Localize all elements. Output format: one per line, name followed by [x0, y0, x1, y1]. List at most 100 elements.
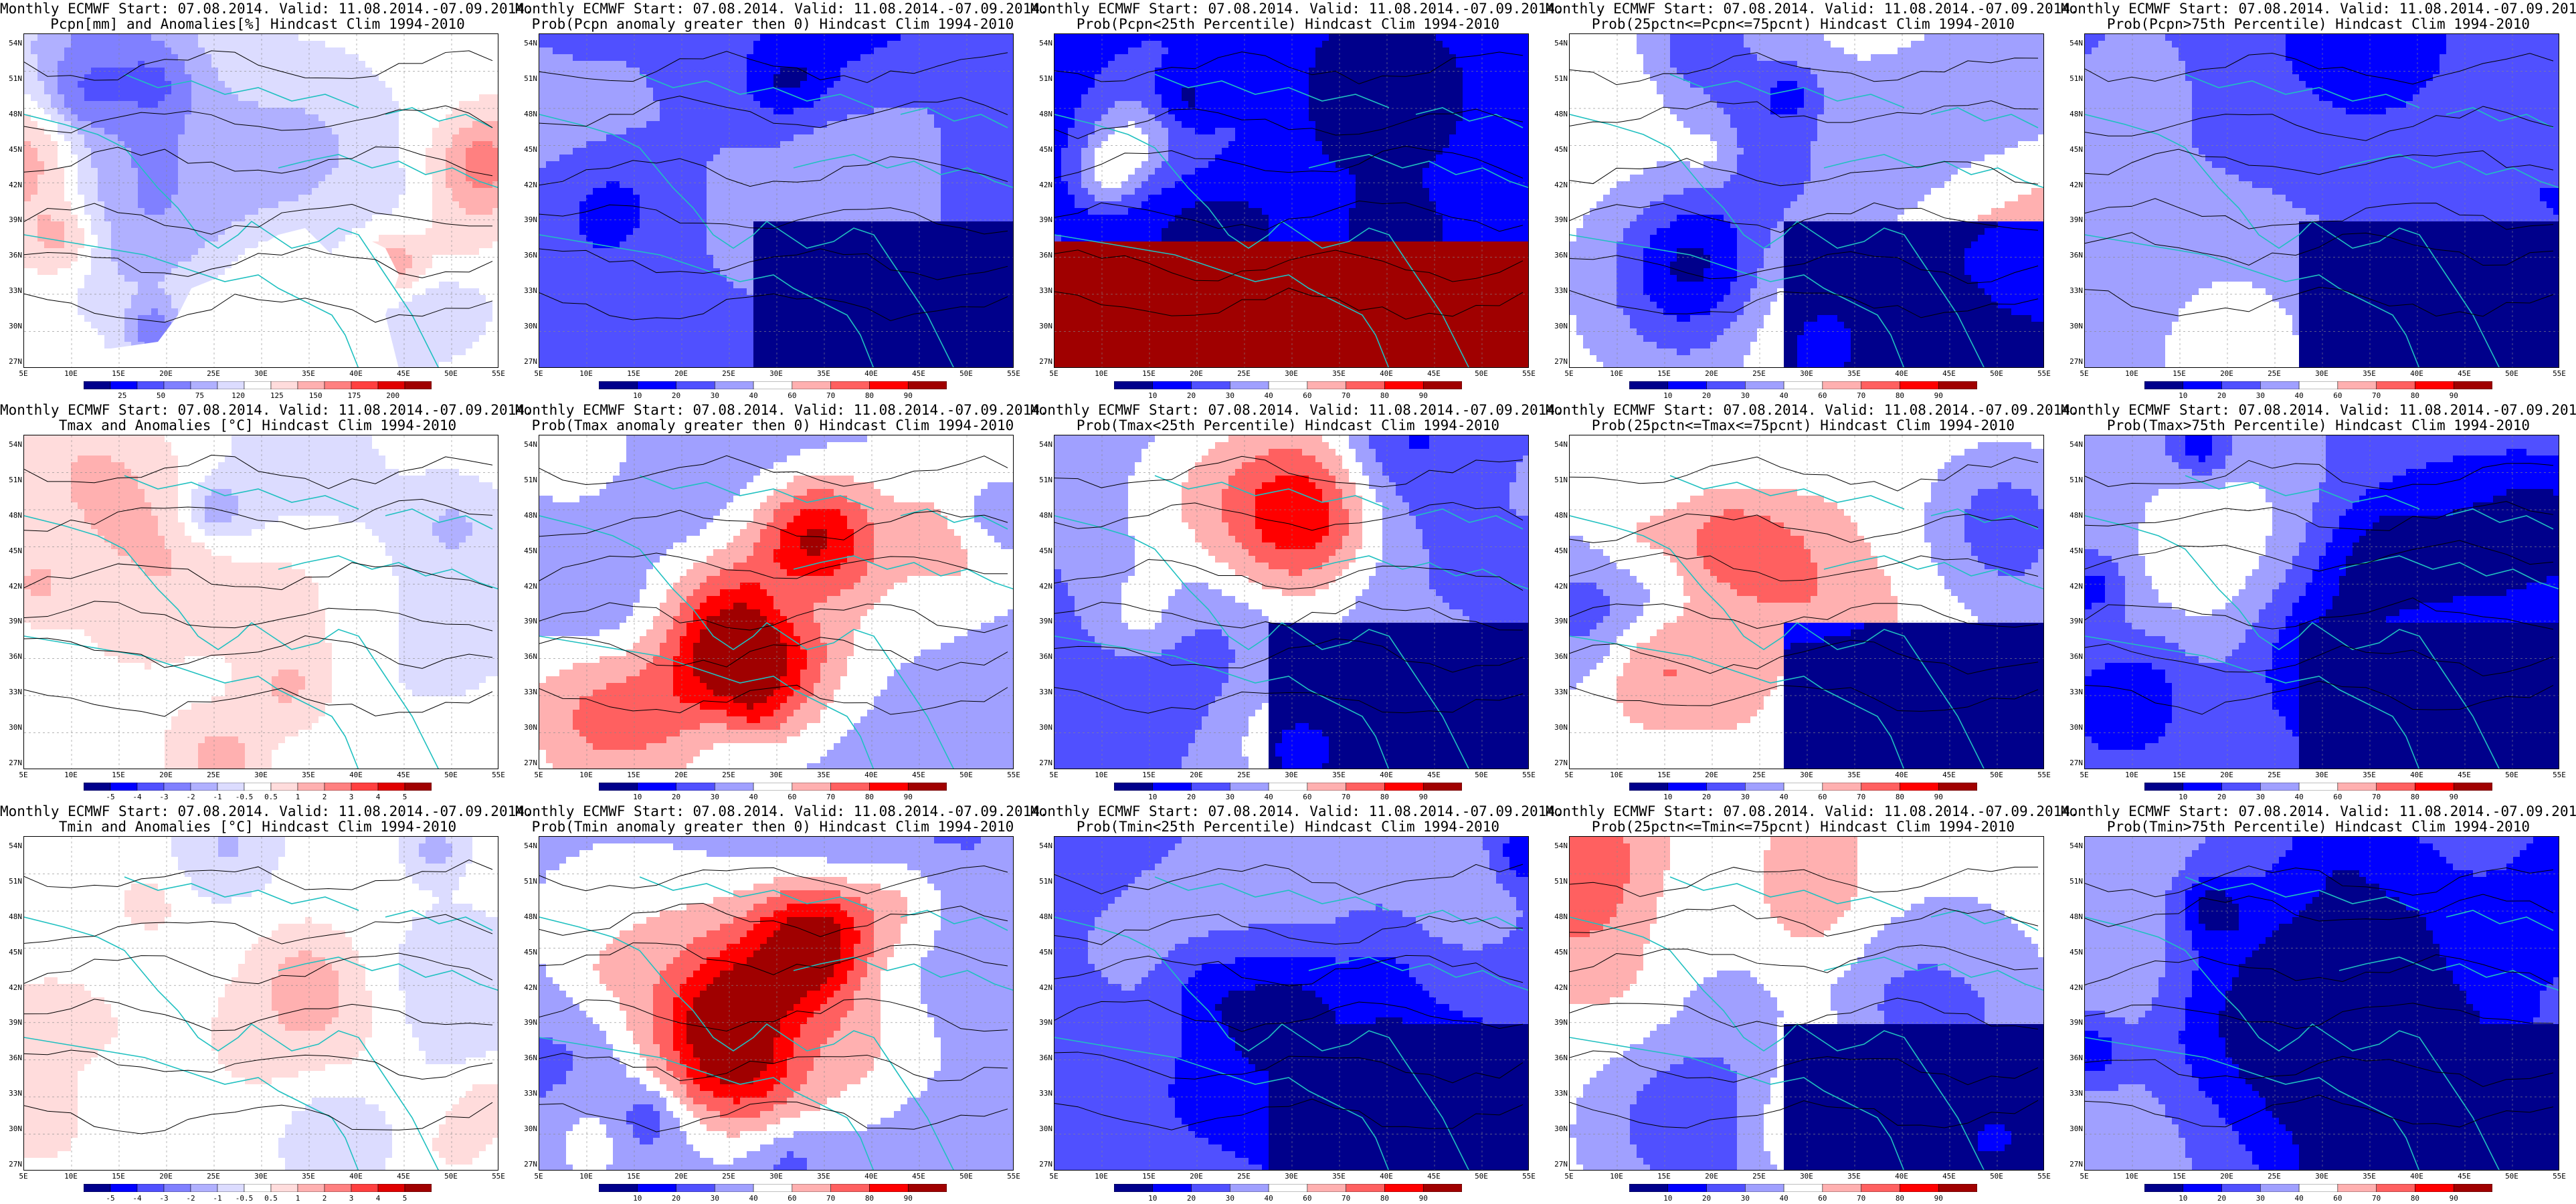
longitude-label: 20E [156, 771, 176, 779]
latitude-label: 54N [1031, 440, 1052, 449]
longitude-label: 55E [2034, 1172, 2054, 1181]
contour-line [539, 96, 1008, 128]
colorbar-swatch [907, 381, 947, 389]
colorbar-swatch [270, 1184, 298, 1192]
longitude-label: 10E [2122, 771, 2142, 779]
contour-line [1054, 249, 1524, 282]
latitude-label: 51N [1546, 476, 1568, 484]
longitude-label: 45E [393, 771, 413, 779]
latitude-label: 33N [516, 286, 537, 295]
contour-line [1570, 1050, 2039, 1086]
coastline [1570, 234, 1905, 367]
contour-line [2085, 597, 2554, 630]
longitude-label: 15E [1139, 1172, 1159, 1181]
colorbar-swatch [599, 1184, 638, 1192]
colorbar [599, 381, 947, 389]
colorbar-tick-label: 90 [1413, 1194, 1433, 1203]
colorbar-swatch [297, 381, 325, 389]
colorbar-tick-label: 30 [2250, 1194, 2270, 1203]
colorbar-swatch [2298, 381, 2338, 389]
longitude-label: 5E [1559, 369, 1579, 378]
coastline [2185, 475, 2420, 510]
colorbar-tick-label: 30 [705, 1194, 725, 1203]
panel-title-line2: Tmin and Anomalies [°C] Hindcast Clim 19… [0, 819, 515, 835]
contour-line [1054, 864, 1524, 895]
colorbar-tick-label: 40 [1774, 1194, 1794, 1203]
colorbar-swatch [1191, 783, 1230, 791]
longitude-label: 15E [108, 1172, 128, 1181]
colorbar-tick-label: 120 [228, 391, 248, 400]
longitude-label: 50E [956, 1172, 976, 1181]
colorbar-tick-label: 10 [1143, 391, 1163, 400]
longitude-label: 25E [719, 1172, 739, 1181]
latitude-label: 42N [516, 983, 537, 992]
longitude-label: 30E [251, 369, 271, 378]
longitude-label: 20E [156, 369, 176, 378]
contour-line [2085, 680, 2554, 715]
latitude-label: 45N [1546, 948, 1568, 957]
colorbar-swatch [1629, 783, 1669, 791]
colorbar-swatch [377, 381, 405, 389]
longitude-label: 15E [1654, 1172, 1674, 1181]
latitude-label: 33N [1, 286, 22, 295]
map-plot [1569, 33, 2044, 368]
colorbar-swatch [1307, 783, 1346, 791]
latitude-label: 45N [1031, 546, 1052, 555]
map-panel: Monthly ECMWF Start: 07.08.2014. Valid: … [1030, 803, 1564, 1204]
colorbar-tick-label: -4 [127, 1194, 147, 1203]
panel-title-line2: Prob(Tmax<25th Percentile) Hindcast Clim… [1030, 418, 1546, 433]
colorbar-tick-label: 200 [383, 391, 403, 400]
colorbar-swatch [404, 1184, 432, 1192]
latitude-label: 36N [2061, 652, 2083, 661]
colorbar-swatch [163, 381, 191, 389]
longitude-label: 15E [1139, 771, 1159, 779]
longitude-label: 40E [346, 369, 366, 378]
panel-title-line2: Prob(Tmax>75th Percentile) Hindcast Clim… [2061, 418, 2576, 433]
colorbar-swatch [1268, 381, 1308, 389]
latitude-label: 45N [1546, 145, 1568, 154]
longitude-label: 50E [1471, 1172, 1491, 1181]
contour-line [539, 455, 1008, 487]
colorbar-tick-label: 60 [1813, 391, 1833, 400]
map-plot [2084, 33, 2559, 368]
colorbar-swatch [1822, 783, 1861, 791]
latitude-label: 27N [1031, 1160, 1052, 1169]
colorbar-tick-label: 60 [782, 391, 802, 400]
map-panel: Monthly ECMWF Start: 07.08.2014. Valid: … [0, 803, 533, 1204]
latitude-label: 36N [1546, 251, 1568, 260]
longitude-label: 35E [298, 771, 318, 779]
longitude-label: 50E [956, 369, 976, 378]
latitude-label: 33N [2061, 286, 2083, 295]
colorbar-tick-label: 60 [2328, 1194, 2348, 1203]
longitude-label: 20E [671, 1172, 691, 1181]
latitude-label: 39N [516, 1018, 537, 1027]
contour-line [539, 1101, 1008, 1132]
colorbar-tick-label: 30 [1220, 1194, 1240, 1203]
latitude-label: 33N [1, 1089, 22, 1098]
colorbar-tick-label: 90 [898, 793, 918, 801]
colorbar-tick-label: 10 [2173, 793, 2193, 801]
latitude-label: 33N [1546, 688, 1568, 696]
contour-line [1054, 999, 1524, 1032]
longitude-label: 40E [346, 1172, 366, 1181]
coastline [278, 555, 498, 590]
colorbar-tick-label: 70 [1336, 793, 1356, 801]
colorbar-swatch [1706, 783, 1746, 791]
longitude-label: 10E [1091, 1172, 1111, 1181]
colorbar-tick-label: 90 [898, 1194, 918, 1203]
colorbar-tick-label: 40 [2289, 793, 2309, 801]
latitude-label: 45N [1, 145, 22, 154]
colorbar-swatch [84, 783, 111, 791]
colorbar-swatch [1422, 1184, 1462, 1192]
colorbar-swatch [2337, 783, 2377, 791]
latitude-label: 30N [2061, 1124, 2083, 1133]
longitude-label: 30E [1797, 771, 1817, 779]
colorbar-swatch [830, 783, 870, 791]
colorbar [2144, 783, 2492, 791]
coastline [2446, 508, 2554, 530]
latitude-label: 36N [516, 251, 537, 260]
coastline [539, 916, 954, 1170]
map-panel: Monthly ECMWF Start: 07.08.2014. Valid: … [515, 401, 1048, 803]
coastline [1054, 114, 1469, 367]
latitude-label: 54N [516, 39, 537, 47]
